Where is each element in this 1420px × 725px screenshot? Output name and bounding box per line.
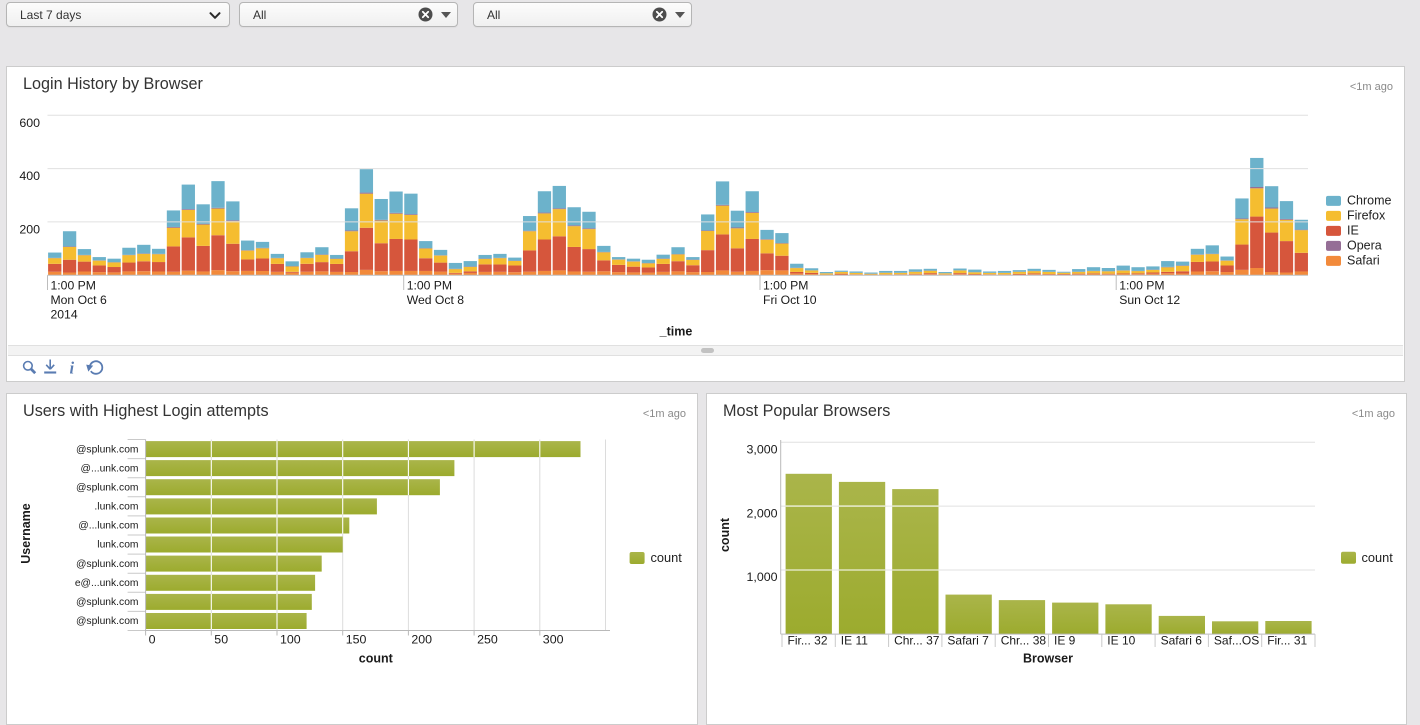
svg-text:@...lunk.com: @...lunk.com <box>78 521 138 532</box>
svg-text:Username: Username <box>19 503 33 563</box>
svg-text:Fir... 31: Fir... 31 <box>1267 634 1307 648</box>
svg-text:@splunk.com: @splunk.com <box>76 444 139 455</box>
svg-text:2,000: 2,000 <box>746 506 777 520</box>
svg-text:Saf...OS: Saf...OS <box>1214 634 1259 648</box>
svg-text:Browser: Browser <box>1023 652 1073 666</box>
svg-text:1,000: 1,000 <box>746 570 777 584</box>
svg-text:lunk.com: lunk.com <box>97 540 138 551</box>
svg-text:IE 9: IE 9 <box>1054 634 1076 648</box>
svg-text:3,000: 3,000 <box>746 443 777 457</box>
svg-text:Safari 6: Safari 6 <box>1161 634 1203 648</box>
svg-text:count: count <box>359 652 394 666</box>
svg-text:count: count <box>718 517 732 552</box>
svg-text:300: 300 <box>543 633 564 647</box>
svg-text:count: count <box>651 550 683 565</box>
svg-text:IE 11: IE 11 <box>841 634 868 648</box>
svg-text:.lunk.com: .lunk.com <box>94 502 138 513</box>
svg-text:0: 0 <box>149 633 156 647</box>
svg-text:@...unk.com: @...unk.com <box>81 463 139 474</box>
svg-text:count: count <box>1362 550 1394 565</box>
svg-text:200: 200 <box>411 633 432 647</box>
svg-text:IE 10: IE 10 <box>1107 634 1135 648</box>
svg-text:@splunk.com: @splunk.com <box>76 483 139 494</box>
svg-text:Fir... 32: Fir... 32 <box>788 634 828 648</box>
svg-text:Chr... 38: Chr... 38 <box>1001 634 1047 648</box>
svg-text:Safari 7: Safari 7 <box>947 634 989 648</box>
svg-text:100: 100 <box>280 633 301 647</box>
svg-text:150: 150 <box>346 633 367 647</box>
svg-text:Chr... 37: Chr... 37 <box>894 634 940 648</box>
svg-text:@splunk.com: @splunk.com <box>76 559 139 570</box>
svg-text:@splunk.com: @splunk.com <box>76 616 139 627</box>
svg-text:250: 250 <box>477 633 498 647</box>
svg-text:e@...unk.com: e@...unk.com <box>75 578 139 589</box>
svg-text:@splunk.com: @splunk.com <box>76 597 139 608</box>
svg-text:50: 50 <box>214 633 228 647</box>
